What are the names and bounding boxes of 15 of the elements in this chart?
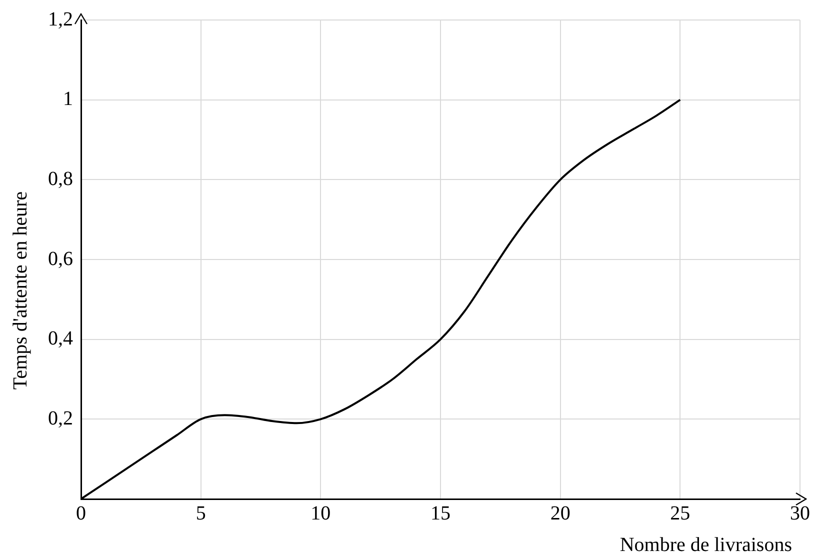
x-tick-label: 30 bbox=[790, 502, 810, 524]
x-tick-label: 10 bbox=[310, 502, 331, 524]
x-tick-label: 5 bbox=[196, 502, 206, 524]
y-tick-label: 0,2 bbox=[48, 407, 73, 430]
y-tick-label: 1,2 bbox=[48, 8, 73, 30]
x-tick-label: 25 bbox=[670, 502, 690, 524]
y-tick-label: 0,4 bbox=[48, 328, 73, 350]
x-tick-label: 0 bbox=[76, 502, 86, 524]
y-tick-label: 1 bbox=[63, 88, 73, 110]
x-tick-label: 20 bbox=[550, 502, 570, 524]
x-axis-title: Nombre de livraisons bbox=[620, 534, 792, 557]
y-axis-title: Temps d'attente en heure bbox=[10, 190, 32, 390]
y-tick-label: 0,8 bbox=[48, 168, 73, 190]
x-tick-label: 15 bbox=[430, 502, 450, 524]
y-tick-label: 0,6 bbox=[48, 248, 73, 270]
